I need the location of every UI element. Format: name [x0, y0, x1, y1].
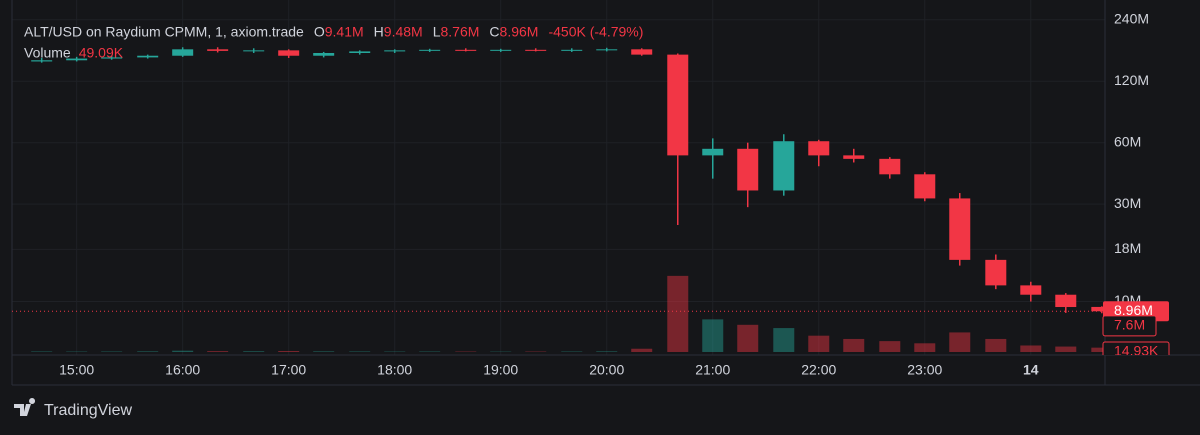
- ohlc-key: O: [314, 24, 325, 40]
- legend: ALT/USD on Raydium CPMM, 1, axiom.trade …: [24, 24, 643, 61]
- candle-body: [808, 141, 830, 156]
- candle-body: [66, 58, 88, 61]
- volume-bar: [31, 351, 53, 352]
- volume-bar: [914, 343, 936, 352]
- volume-bar: [949, 332, 971, 352]
- candle-body: [137, 55, 159, 58]
- candle-body: [596, 49, 618, 51]
- brand-name: TradingView: [44, 402, 132, 419]
- y-tick-label: 240M: [1114, 10, 1149, 26]
- volume-bar: [1055, 346, 1077, 352]
- candle-body: [455, 49, 477, 51]
- ohlc-key: C: [489, 24, 499, 40]
- volume-bar: [843, 338, 865, 352]
- candle-body: [349, 51, 371, 54]
- candle-body: [419, 49, 441, 51]
- volume-axis-label-group: 14.93K: [1102, 341, 1170, 359]
- x-tick-label: 15:00: [59, 362, 94, 378]
- x-tick-label: 14: [1023, 362, 1039, 378]
- volume-bar: [172, 350, 194, 352]
- x-tick-label: 22:00: [801, 362, 836, 378]
- volume-bar: [349, 351, 371, 352]
- brand: TradingView: [14, 398, 132, 419]
- ohlc-value: 8.96M: [500, 24, 539, 40]
- x-tick-label: 17:00: [271, 362, 306, 378]
- volume-bar: [313, 351, 335, 352]
- candle-body: [207, 49, 229, 51]
- ohlc-key: L: [433, 24, 441, 40]
- y-tick-label: 120M: [1114, 72, 1149, 88]
- volume-bar: [596, 351, 618, 352]
- y-tick-label: 60M: [1114, 133, 1141, 149]
- volume-bar: [278, 351, 300, 352]
- candle-body: [384, 50, 406, 52]
- candle-body: [1091, 306, 1113, 312]
- candle-body: [949, 198, 971, 260]
- grid: [12, 0, 1105, 355]
- y-tick-label: 30M: [1114, 195, 1141, 211]
- candle-body: [561, 49, 583, 51]
- candle-body: [631, 49, 653, 55]
- candle-body: [101, 57, 123, 59]
- candle-body: [278, 50, 300, 56]
- volume-bar: [137, 351, 159, 352]
- volume-bar: [207, 351, 229, 352]
- change: -450K (-4.79%): [548, 24, 643, 40]
- candle-body: [1020, 285, 1042, 295]
- x-tick-label: 18:00: [377, 362, 412, 378]
- candle-body: [879, 158, 901, 175]
- ohlc-value: 9.41M: [325, 24, 364, 40]
- volume-bar: [631, 348, 653, 352]
- volume-bar: [1091, 347, 1113, 352]
- volume-bar: [702, 319, 724, 352]
- x-tick-label: 21:00: [695, 362, 730, 378]
- candles: [31, 47, 1113, 314]
- volume-bar: [667, 275, 689, 352]
- volume-bar: [879, 341, 901, 352]
- candle-body: [773, 141, 795, 191]
- ohlc-key: H: [374, 24, 384, 40]
- candle-body: [490, 49, 512, 51]
- volume-bar: [243, 351, 265, 352]
- volume-key: Volume: [24, 45, 71, 61]
- chart-title: ALT/USD on Raydium CPMM, 1, axiom.trade: [24, 24, 304, 40]
- candle-body: [313, 53, 335, 56]
- marker-price-label: 7.6M: [1114, 317, 1145, 333]
- volume-axis-label: 14.93K: [1114, 343, 1159, 359]
- last-price-label: 8.96M: [1114, 302, 1153, 318]
- candle-body: [914, 174, 936, 199]
- candle-body: [843, 155, 865, 159]
- ohlc-value: 9.48M: [384, 24, 423, 40]
- volume-bar: [985, 338, 1007, 352]
- x-tick-label: 23:00: [907, 362, 942, 378]
- candle-body: [172, 49, 194, 56]
- candle-body: [702, 148, 724, 156]
- candle-body: [985, 259, 1007, 286]
- y-tick-label: 18M: [1114, 240, 1141, 256]
- volume-bars: [31, 275, 1113, 352]
- candle-body: [737, 148, 759, 191]
- x-tick-label: 16:00: [165, 362, 200, 378]
- candle-body: [1055, 294, 1077, 308]
- volume-bar: [737, 324, 759, 352]
- volume-bar: [773, 328, 795, 352]
- volume-value: 49.09K: [79, 45, 124, 61]
- ohlc-value: 8.76M: [441, 24, 480, 40]
- volume-axis-box: [1102, 341, 1170, 355]
- x-tick-label: 20:00: [589, 362, 624, 378]
- brand-logo: [14, 398, 36, 416]
- x-tick-label: 19:00: [483, 362, 518, 378]
- candle-body: [525, 49, 547, 51]
- volume-bar: [1020, 345, 1042, 352]
- candle-body: [243, 50, 265, 52]
- candle-body: [31, 60, 53, 62]
- volume-bar: [808, 335, 830, 352]
- marker-price-box: [1102, 315, 1157, 337]
- candle-body: [667, 54, 689, 156]
- axes: 15:00 16:00 17:00 18:00 19:00 20:00 21:00 22:00…: [12, 10, 1169, 378]
